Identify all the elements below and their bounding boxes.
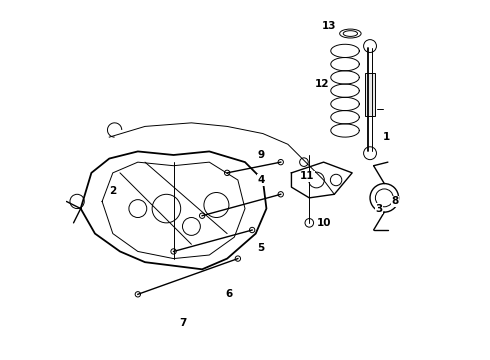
- Text: 6: 6: [225, 289, 233, 299]
- FancyBboxPatch shape: [365, 73, 375, 116]
- Text: 4: 4: [257, 175, 265, 185]
- Text: 5: 5: [257, 243, 265, 253]
- Text: 10: 10: [317, 218, 331, 228]
- Text: 7: 7: [179, 318, 186, 328]
- Text: 11: 11: [300, 171, 315, 181]
- Text: 3: 3: [375, 203, 383, 213]
- Text: 8: 8: [392, 197, 399, 206]
- Text: 1: 1: [383, 132, 390, 142]
- Text: 2: 2: [109, 186, 117, 196]
- Text: 13: 13: [322, 21, 336, 31]
- Text: 12: 12: [315, 78, 329, 89]
- Text: 9: 9: [258, 150, 265, 160]
